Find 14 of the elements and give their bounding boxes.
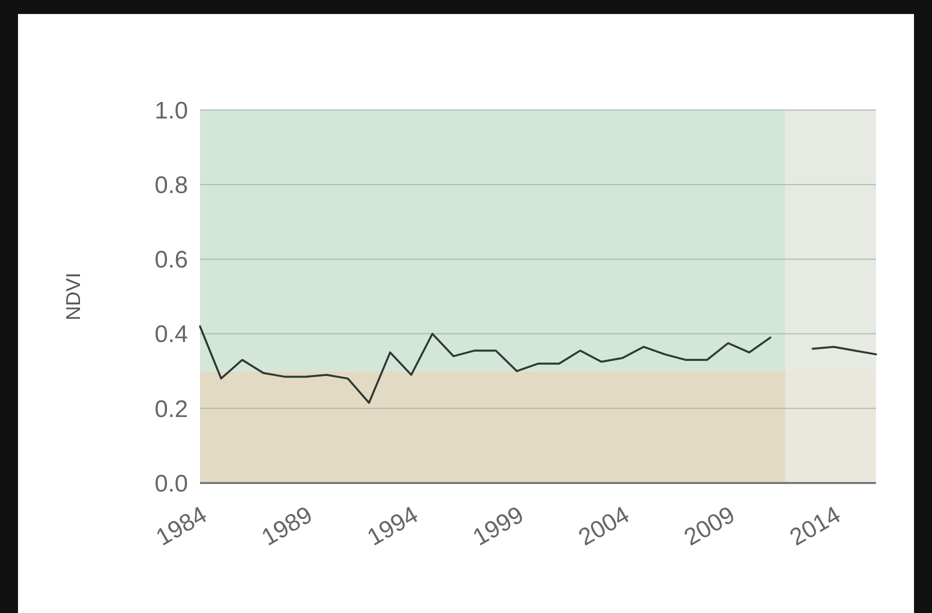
x-tick-label: 1984 bbox=[152, 501, 212, 552]
x-tick-label: 1999 bbox=[468, 501, 528, 552]
y-tick-label: 0.0 bbox=[154, 470, 188, 498]
x-tick-label: 1994 bbox=[362, 501, 423, 552]
y-tick-label: 0.4 bbox=[154, 321, 188, 348]
x-tick-label: 2014 bbox=[785, 501, 846, 552]
y-tick-label: 1.0 bbox=[154, 97, 188, 124]
y-axis-title: NDVI bbox=[63, 272, 85, 320]
y-tick-label: 0.8 bbox=[154, 172, 188, 199]
x-tick-label: 2004 bbox=[574, 501, 634, 552]
y-tick-label: 0.2 bbox=[154, 396, 188, 423]
x-tick-label: 2009 bbox=[680, 501, 740, 552]
y-tick-label: 0.6 bbox=[154, 246, 188, 274]
x-tick-label: 1989 bbox=[257, 501, 318, 552]
